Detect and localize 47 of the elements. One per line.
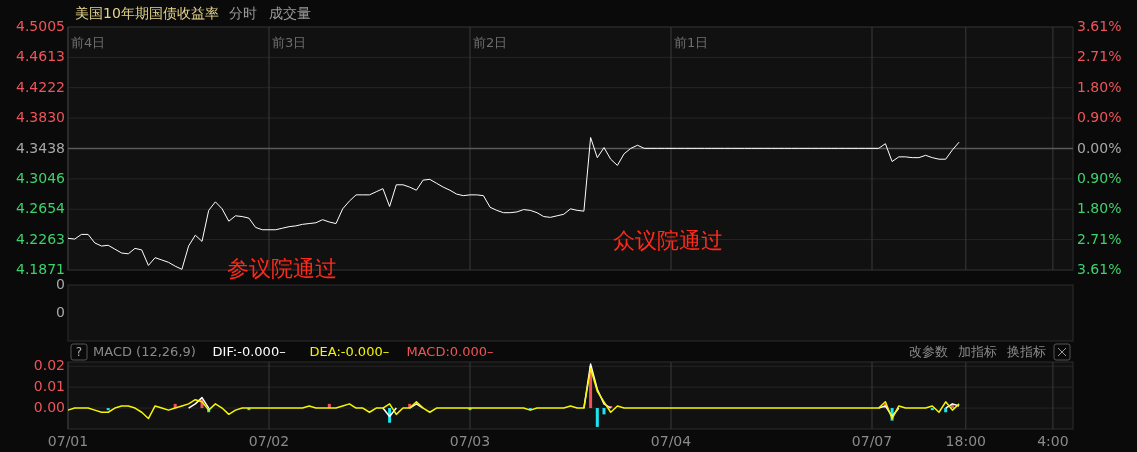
y-tick-label: 4.4613 <box>16 48 65 65</box>
text: 0 <box>56 276 65 292</box>
text: 改参数 <box>909 343 948 359</box>
y2-tick-label: 0.90% <box>1077 109 1122 126</box>
y2-tick-label: 2.71% <box>1077 48 1122 65</box>
y-tick-label: 4.2263 <box>16 230 65 247</box>
chart-title: 美国10年期国债收益率 <box>75 5 219 21</box>
annotation: 参议院通过 <box>227 256 337 281</box>
y-tick-label: 0.00 <box>33 399 65 416</box>
y2-tick-label: 0.90% <box>1077 169 1122 186</box>
x-tick-label: 前1日 <box>673 34 709 50</box>
y-tick-label: 4.4222 <box>16 78 65 95</box>
y-tick-label: 4.2654 <box>16 200 66 217</box>
y2-tick-label: 1.80% <box>1077 78 1122 95</box>
y-tick-label: 4.1871 <box>16 261 65 277</box>
text: 0 <box>56 304 65 320</box>
y2-tick-label: 0.00% <box>1077 139 1122 156</box>
y2-tick-label: 3.61% <box>1077 261 1122 277</box>
x-tick-label: 07/02 <box>248 433 290 449</box>
y-tick-label: 4.3046 <box>16 169 66 186</box>
chart-title: MACD (12,26,9) <box>93 343 196 359</box>
x-tick-label: 前4日 <box>70 34 106 50</box>
text: DIF:-0.000– <box>212 343 286 359</box>
y2-tick-label: 3.61% <box>1077 18 1122 34</box>
x-tick-label: 07/03 <box>449 433 491 449</box>
x-tick-label: 前2日 <box>472 34 508 50</box>
text: 成交量 <box>269 5 312 21</box>
text: MACD:0.000– <box>406 343 494 359</box>
text: 加指标 <box>958 343 997 359</box>
x-tick-label: 18:00 <box>945 433 986 449</box>
y-tick-label: 4.3830 <box>16 109 65 126</box>
y2-tick-label: 2.71% <box>1077 230 1122 247</box>
text: DEA:-0.000– <box>309 343 390 359</box>
x-tick-label: 4:00 <box>1037 433 1069 449</box>
x-tick-label: 07/04 <box>650 433 692 449</box>
help-button: ? <box>70 343 88 361</box>
y2-tick-label: 1.80% <box>1077 200 1122 217</box>
x-tick-label: 07/07 <box>851 433 893 449</box>
y-tick-label: 0.01 <box>33 378 65 395</box>
y-tick-label: 4.5005 <box>16 18 65 34</box>
y-tick-label: 4.3438 <box>16 139 65 156</box>
x-tick-label: 07/01 <box>47 433 89 449</box>
x-tick-label: 前3日 <box>271 34 307 50</box>
text: 分时 <box>229 5 258 21</box>
annotation: 众议院通过 <box>613 228 723 253</box>
text: 换指标 <box>1007 343 1046 359</box>
y-tick-label: 0.02 <box>33 357 65 374</box>
